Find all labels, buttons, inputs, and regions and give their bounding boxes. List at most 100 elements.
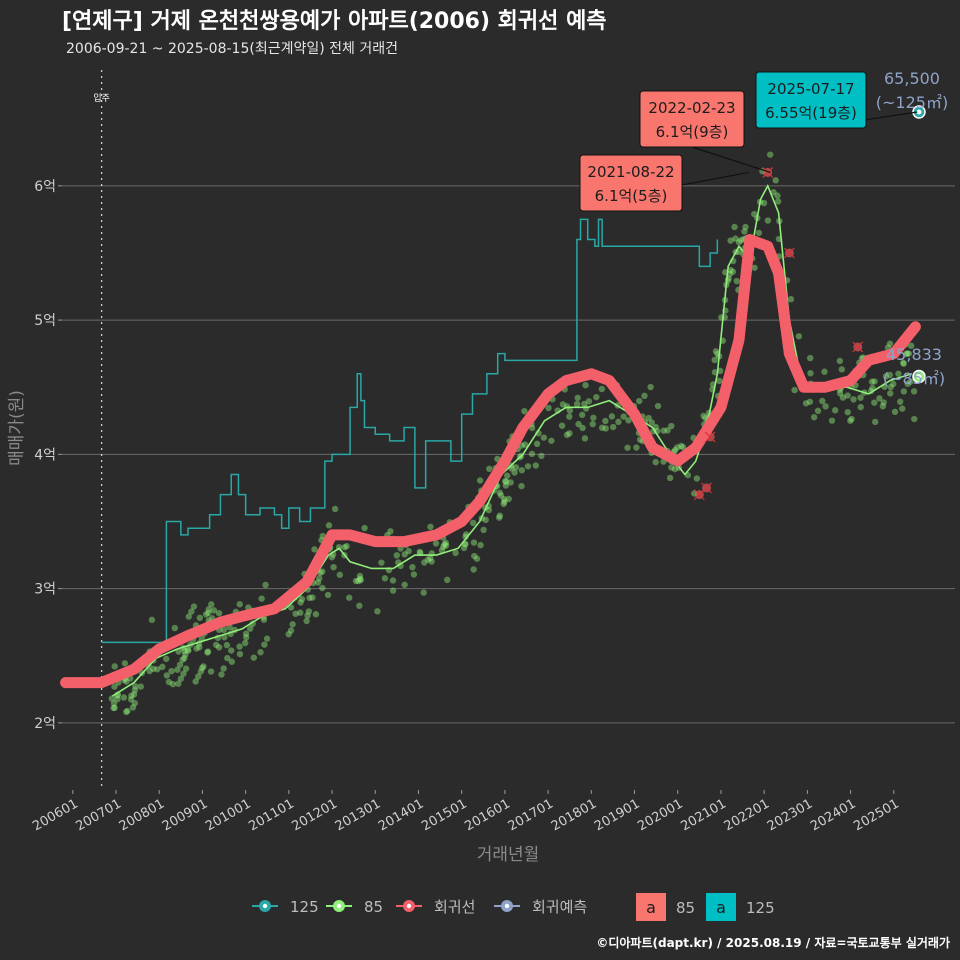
transaction-point bbox=[821, 368, 828, 375]
transaction-point bbox=[319, 584, 326, 592]
annotation-leader bbox=[691, 146, 771, 173]
transaction-point bbox=[575, 420, 582, 428]
transaction-point bbox=[545, 404, 552, 412]
transaction-point bbox=[732, 235, 739, 242]
side-label-area: (~125㎡) bbox=[876, 93, 948, 112]
transaction-point bbox=[871, 399, 878, 406]
legend-marker-center bbox=[504, 903, 510, 909]
transaction-point bbox=[188, 608, 195, 615]
transaction-point bbox=[427, 523, 434, 531]
transaction-point bbox=[857, 394, 864, 401]
transaction-point bbox=[401, 581, 408, 588]
transaction-point bbox=[911, 415, 918, 423]
transaction-point bbox=[610, 423, 617, 431]
transaction-point bbox=[518, 482, 525, 490]
transaction-point bbox=[124, 707, 131, 715]
legend-fill-key-letter: a bbox=[716, 898, 726, 917]
transaction-point bbox=[902, 350, 910, 358]
transaction-point bbox=[341, 544, 348, 551]
transaction-point bbox=[243, 634, 250, 641]
transaction-point bbox=[154, 666, 161, 673]
transaction-point bbox=[223, 641, 231, 649]
legend-label-0: 125 bbox=[290, 898, 319, 916]
transaction-point bbox=[828, 417, 836, 424]
legend-marker-center bbox=[336, 903, 342, 909]
transaction-point bbox=[129, 704, 137, 711]
transaction-point bbox=[111, 663, 118, 670]
transaction-point bbox=[727, 266, 734, 274]
transaction-point bbox=[324, 591, 332, 599]
transaction-point bbox=[207, 668, 215, 675]
highlight-cross bbox=[783, 247, 795, 259]
transaction-point bbox=[374, 608, 381, 615]
transaction-points bbox=[108, 151, 918, 716]
transaction-point bbox=[774, 198, 782, 205]
transaction-point bbox=[236, 650, 244, 658]
transaction-point bbox=[700, 412, 707, 420]
transaction-point bbox=[770, 189, 777, 196]
transaction-point bbox=[311, 546, 318, 553]
transaction-point bbox=[496, 489, 503, 496]
transaction-point bbox=[838, 366, 845, 373]
transaction-point bbox=[532, 462, 540, 469]
transaction-point bbox=[741, 228, 748, 235]
transaction-point bbox=[123, 708, 130, 716]
transaction-point bbox=[890, 380, 897, 388]
transaction-point bbox=[602, 425, 609, 432]
transaction-point bbox=[120, 694, 128, 701]
transaction-point bbox=[887, 383, 895, 391]
transaction-point bbox=[876, 395, 883, 402]
transaction-point bbox=[285, 631, 292, 638]
transaction-point bbox=[578, 411, 586, 419]
transaction-point bbox=[130, 691, 138, 698]
transaction-point bbox=[123, 678, 130, 685]
transaction-point bbox=[512, 464, 520, 471]
transaction-point bbox=[668, 422, 675, 430]
transaction-point bbox=[810, 413, 818, 421]
transaction-point bbox=[485, 506, 493, 514]
transaction-point bbox=[246, 625, 254, 632]
transaction-point bbox=[110, 700, 118, 707]
transaction-point bbox=[389, 577, 397, 584]
transaction-point bbox=[668, 464, 675, 471]
transaction-point bbox=[677, 442, 685, 450]
transaction-point bbox=[163, 655, 170, 663]
y-axis: 2억 3억 4억 5억 6억 bbox=[34, 179, 62, 732]
transaction-point bbox=[177, 675, 185, 682]
transaction-point bbox=[471, 552, 478, 560]
annotation-value: 6.1억(9층) bbox=[656, 123, 729, 141]
transaction-point bbox=[442, 539, 449, 546]
highlight-cross bbox=[762, 166, 774, 178]
transaction-point bbox=[772, 177, 779, 184]
transaction-point bbox=[831, 407, 839, 414]
transaction-point bbox=[573, 400, 581, 408]
transaction-point bbox=[424, 556, 432, 563]
transaction-point bbox=[907, 378, 914, 385]
transaction-point bbox=[263, 635, 271, 642]
transaction-point bbox=[137, 683, 144, 690]
transaction-point bbox=[795, 333, 803, 340]
transaction-point bbox=[236, 643, 243, 650]
legend-fill-key-1 bbox=[706, 893, 736, 921]
transaction-point bbox=[712, 348, 720, 355]
transaction-point bbox=[886, 371, 893, 379]
transaction-point bbox=[787, 295, 795, 303]
transaction-point bbox=[822, 403, 829, 410]
transaction-point bbox=[202, 611, 210, 618]
transaction-point bbox=[462, 541, 469, 548]
transaction-point bbox=[242, 639, 249, 647]
transaction-point bbox=[346, 594, 353, 601]
transaction-point bbox=[196, 614, 204, 622]
transaction-point bbox=[476, 477, 484, 484]
transaction-point bbox=[297, 609, 304, 616]
transaction-point bbox=[764, 217, 772, 224]
series-125-line bbox=[101, 218, 719, 644]
annotation-date: 2021-08-22 bbox=[587, 163, 674, 181]
transaction-point bbox=[735, 238, 743, 246]
transaction-point bbox=[180, 670, 187, 677]
transaction-point bbox=[496, 512, 504, 519]
transaction-point bbox=[168, 667, 175, 675]
transaction-point bbox=[179, 656, 186, 663]
transaction-point bbox=[314, 579, 322, 586]
